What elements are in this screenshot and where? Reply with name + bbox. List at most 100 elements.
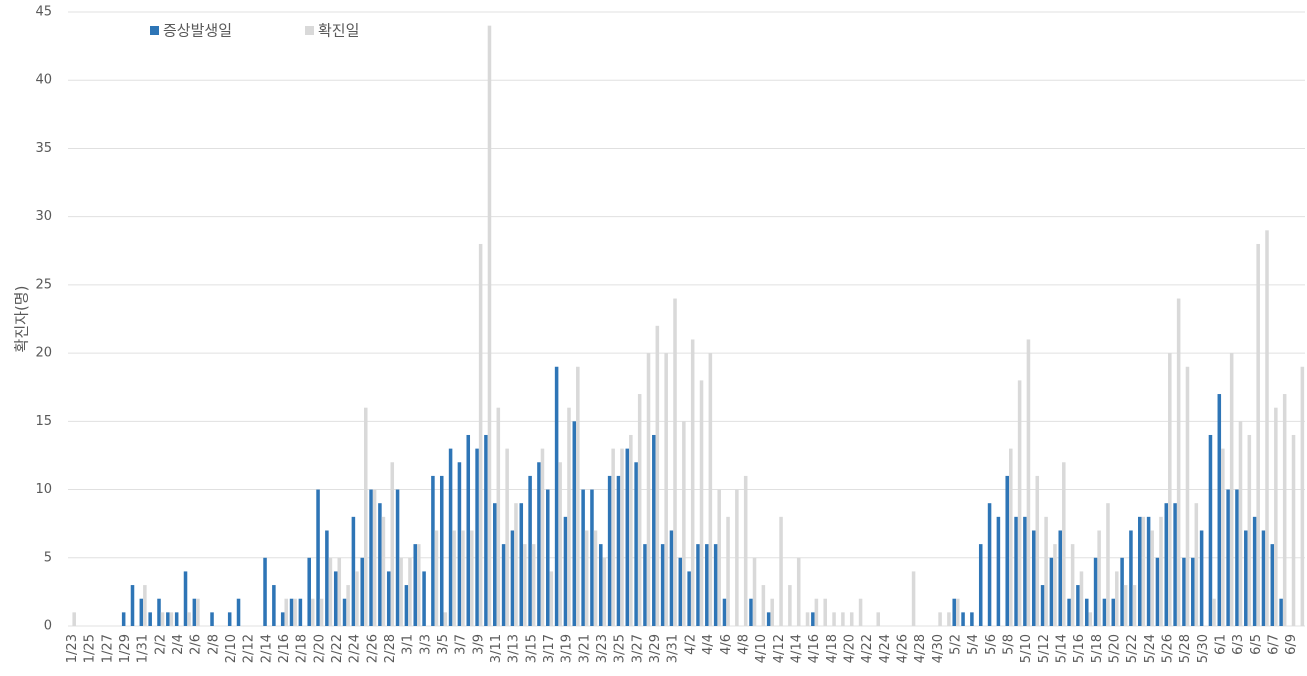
bar (823, 598, 827, 626)
bar (876, 612, 881, 626)
legend-label: 확진일 (318, 22, 359, 40)
bar (413, 544, 418, 626)
bar (611, 448, 615, 626)
bar (452, 530, 456, 626)
bar (1102, 598, 1107, 626)
bar (399, 557, 403, 626)
bar (1270, 544, 1275, 626)
bar (523, 544, 527, 626)
bar (169, 612, 174, 626)
bar (166, 612, 170, 626)
bar (696, 544, 700, 626)
bar (637, 394, 642, 626)
bar (770, 598, 774, 626)
bar (537, 462, 541, 626)
y-tick-label: 40 (35, 73, 52, 88)
bar (501, 544, 506, 626)
bar (431, 475, 435, 626)
bar (1097, 530, 1101, 626)
x-tick-label: 4/6 (719, 634, 734, 655)
bar (849, 612, 854, 626)
bar (996, 516, 1001, 626)
x-tick-label: 4/24 (878, 634, 893, 663)
bar (726, 516, 730, 626)
bar (1256, 243, 1260, 626)
bar (938, 612, 942, 626)
x-tick-label: 4/2 (683, 634, 698, 655)
bar (779, 516, 783, 626)
bar (457, 462, 462, 626)
y-tick-label: 45 (35, 5, 52, 20)
x-tick-label: 3/27 (630, 634, 645, 663)
bar (381, 516, 386, 626)
bar (1235, 489, 1239, 626)
x-tick-label: 6/9 (1284, 634, 1299, 655)
x-tick-label: 5/10 (1019, 634, 1034, 663)
bar (1120, 557, 1124, 626)
bar (1053, 544, 1057, 626)
bar (72, 612, 76, 626)
bar (1185, 366, 1190, 626)
bar (546, 489, 550, 626)
x-tick-label: 3/29 (648, 634, 663, 663)
bar (947, 612, 951, 626)
bar (1199, 530, 1204, 626)
bar (1208, 434, 1213, 626)
x-tick-label: 2/4 (171, 634, 186, 655)
bar (811, 612, 815, 626)
bar (678, 557, 683, 626)
bar (625, 448, 630, 626)
bar (192, 598, 197, 626)
bar (664, 353, 668, 626)
bar (210, 612, 214, 626)
bar (293, 598, 297, 626)
x-tick-label: 2/12 (242, 634, 257, 663)
bar (510, 530, 515, 626)
bar (236, 598, 241, 626)
bar (1159, 516, 1163, 626)
bar (1040, 585, 1045, 626)
legend-swatch (305, 26, 314, 35)
bar (351, 516, 356, 626)
bar (1244, 530, 1248, 626)
x-tick-label: 4/8 (736, 634, 751, 655)
bar (160, 612, 165, 626)
bar (528, 475, 532, 626)
y-tick-label: 10 (35, 482, 52, 497)
bar (752, 557, 757, 626)
bar (1111, 598, 1116, 626)
x-tick-label: 2/28 (383, 634, 398, 663)
x-tick-label: 5/22 (1125, 634, 1140, 663)
bar (788, 585, 792, 626)
bar (519, 503, 524, 626)
bar (307, 557, 311, 626)
bar (687, 571, 691, 626)
bar (1115, 571, 1119, 626)
bar (1067, 598, 1071, 626)
x-tick-label: 2/26 (365, 634, 380, 663)
bar (148, 612, 152, 626)
bar (722, 598, 727, 626)
bar (1035, 475, 1040, 626)
x-tick-label: 3/17 (542, 634, 557, 663)
bar (369, 489, 373, 626)
bar (952, 598, 956, 626)
bar (487, 25, 492, 626)
bar (858, 598, 863, 626)
bar (1212, 598, 1216, 626)
bar (1155, 557, 1160, 626)
x-tick-label: 2/20 (312, 634, 327, 663)
bar (584, 530, 589, 626)
bar (796, 557, 801, 626)
bar (337, 557, 342, 626)
bar (284, 598, 289, 626)
x-tick-label: 5/14 (1055, 634, 1070, 663)
bar (1088, 612, 1093, 626)
bar (1138, 516, 1142, 626)
bar (1017, 380, 1022, 626)
bar (1141, 516, 1146, 626)
bar (298, 598, 303, 626)
x-tick-label: 2/22 (330, 634, 345, 663)
bar (475, 448, 479, 626)
bar (143, 585, 147, 626)
